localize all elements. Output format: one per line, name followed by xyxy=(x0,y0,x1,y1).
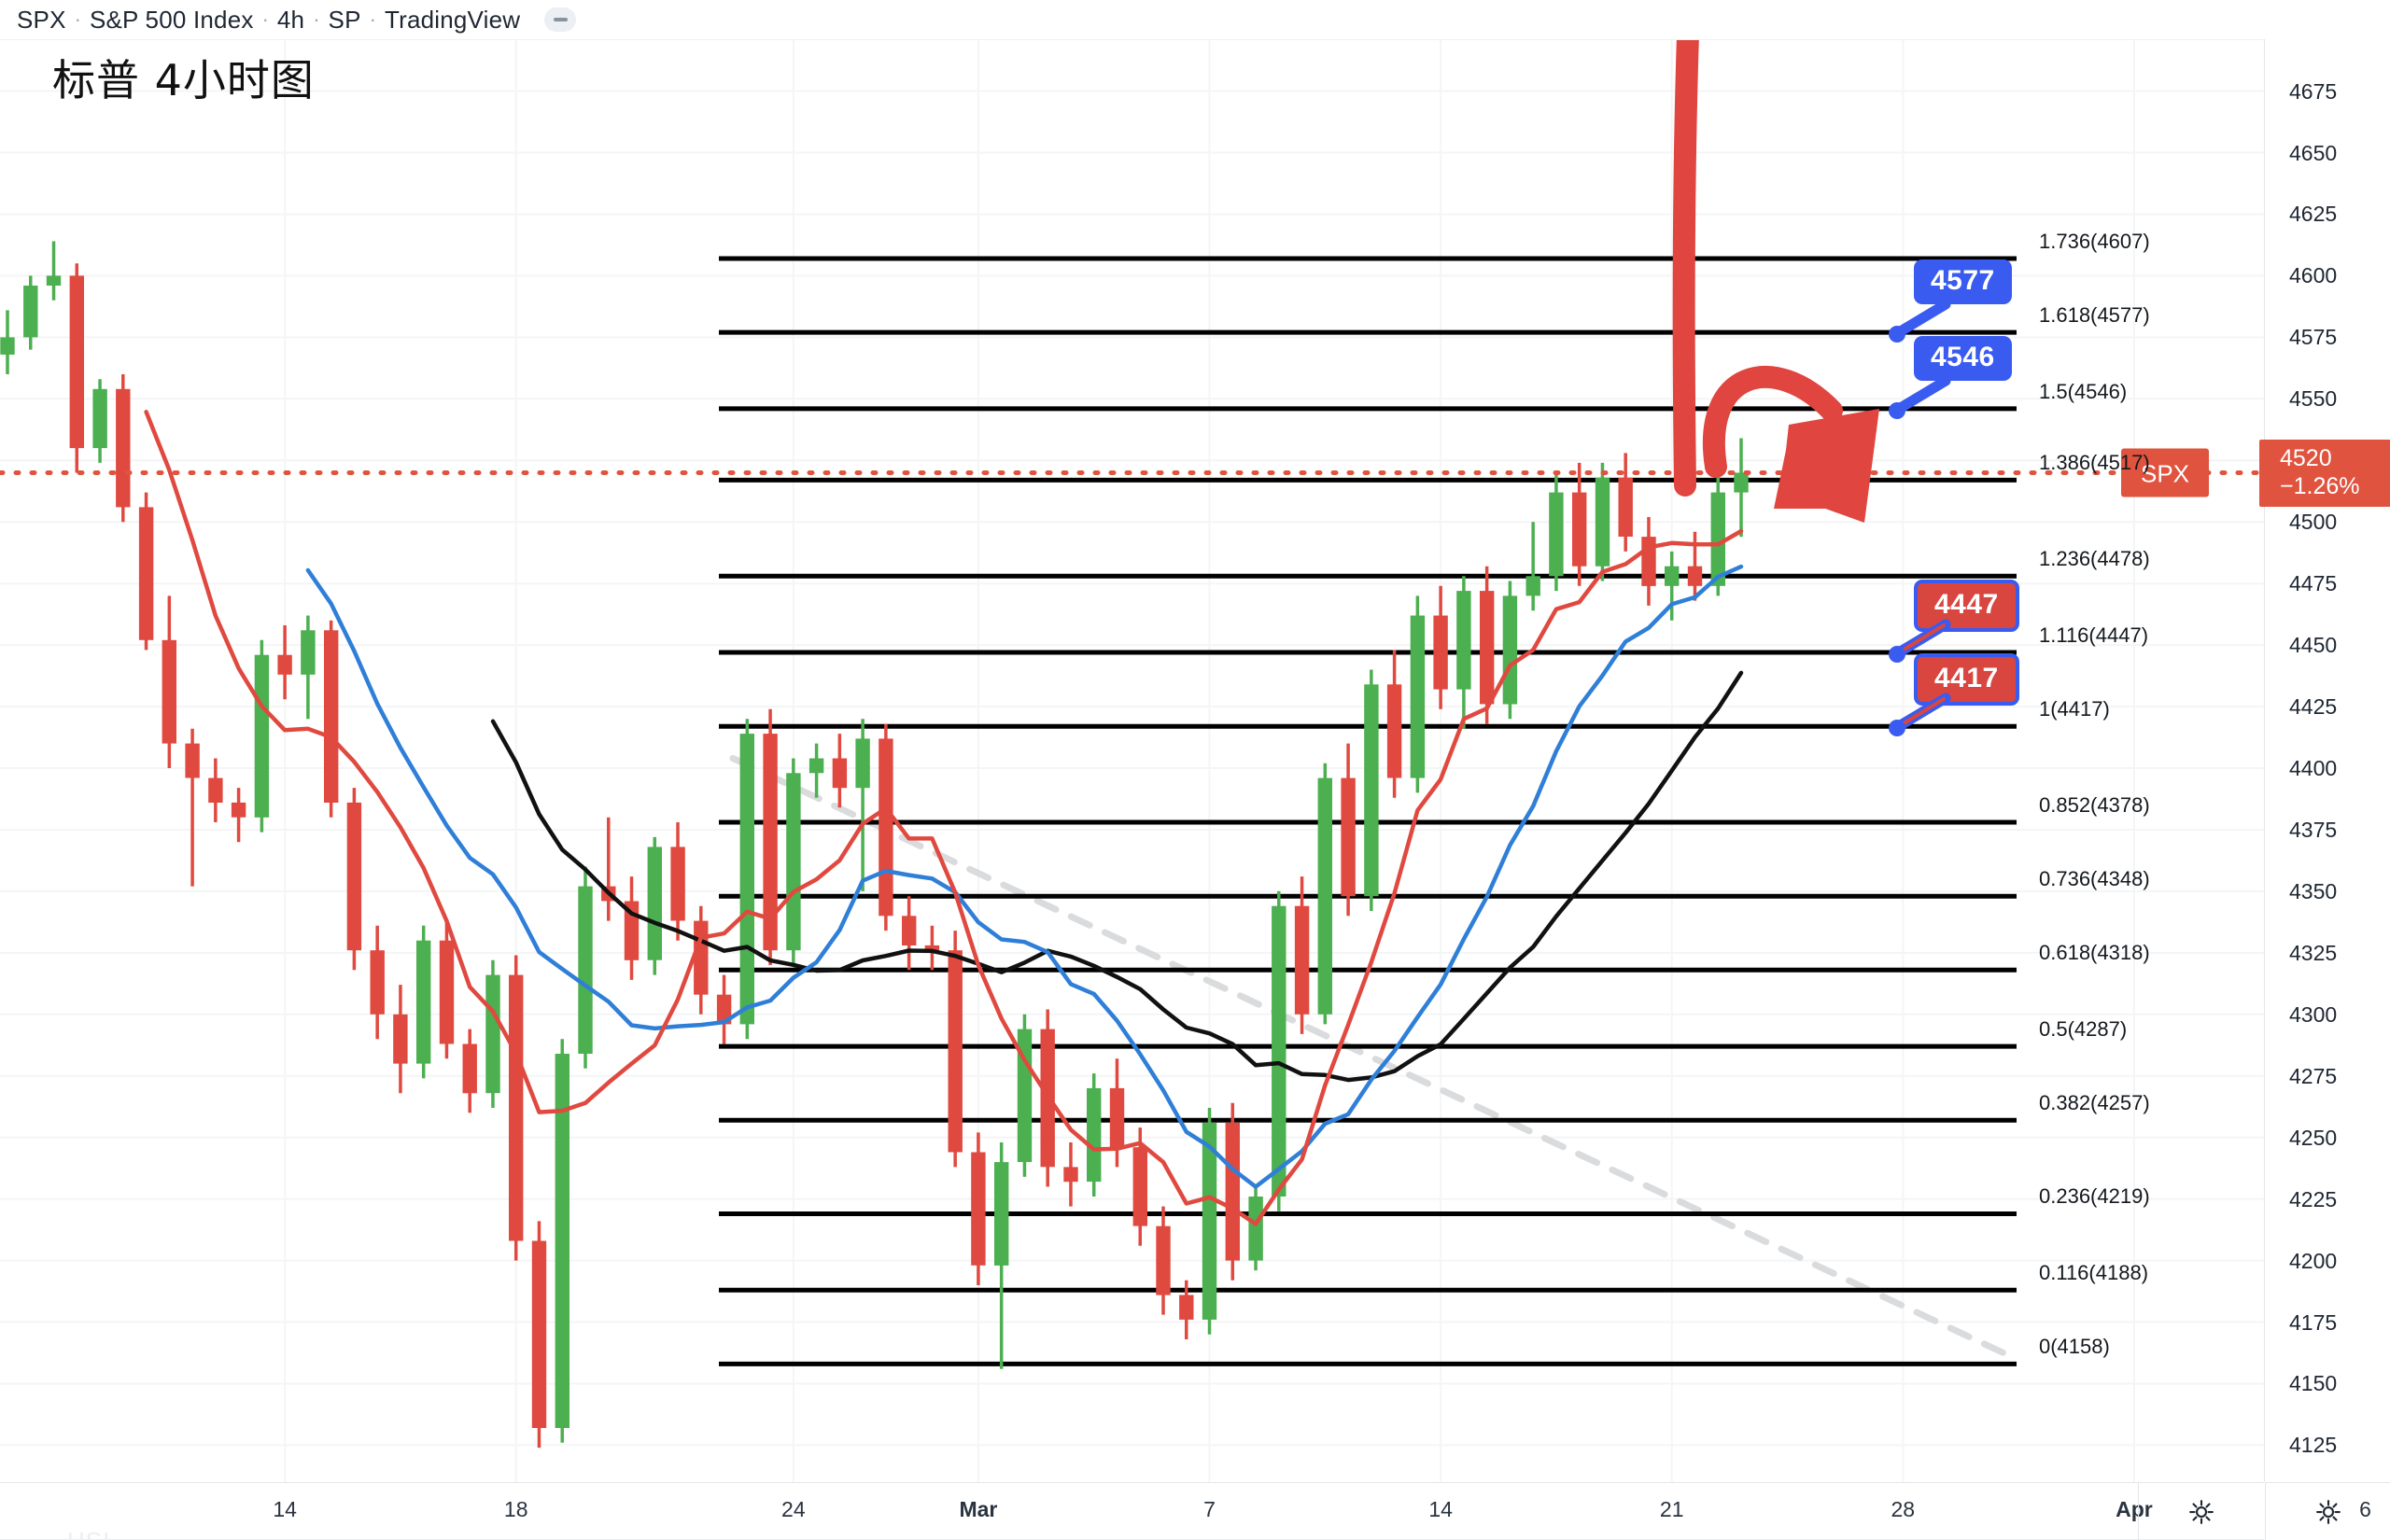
time-axis-tick: 6 xyxy=(2359,1497,2371,1521)
header-separator-3: · xyxy=(313,7,320,31)
time-axis-tick: 14 xyxy=(273,1497,297,1521)
header-description[interactable]: S&P 500 Index xyxy=(89,5,254,34)
price-axis-tick: 4250 xyxy=(2289,1125,2338,1150)
price-axis-tick: 4275 xyxy=(2289,1063,2338,1088)
price-axis-tick: 4450 xyxy=(2289,633,2338,658)
current-price-line: SPX xyxy=(0,448,2264,497)
trendline xyxy=(729,754,2020,1363)
fibonacci-level-label: 0.618(4318) xyxy=(2039,941,2150,965)
price-axis-tick: 4125 xyxy=(2289,1433,2338,1458)
price-line-symbol-pill: SPX xyxy=(2141,460,2189,488)
watermark-label: HSI xyxy=(67,1527,110,1540)
price-axis-tick: 4500 xyxy=(2289,510,2338,535)
fibonacci-level-label: 0(4158) xyxy=(2039,1335,2110,1359)
header-separator-2: · xyxy=(261,7,269,31)
price-axis-tick: 4200 xyxy=(2289,1248,2338,1273)
chart-canvas: SPX xyxy=(0,0,2264,1482)
time-axis-tick: 24 xyxy=(781,1497,806,1521)
price-axis-tick: 4675 xyxy=(2289,78,2338,104)
time-axis-tick: Apr xyxy=(2116,1497,2153,1521)
price-tag-change: −1.26% xyxy=(2280,473,2360,500)
minus-icon[interactable] xyxy=(544,7,577,32)
price-tag-value: 4520 xyxy=(2280,445,2332,472)
price-axis-tick: 4350 xyxy=(2289,878,2338,903)
fibonacci-level-label: 1.386(4517) xyxy=(2039,451,2150,475)
price-axis-tick: 4600 xyxy=(2289,263,2338,288)
price-axis-tick: 4425 xyxy=(2289,694,2338,720)
price-axis-tick: 4325 xyxy=(2289,940,2338,965)
callout-tail xyxy=(1889,693,1951,737)
moving-average-blue xyxy=(305,564,1744,1189)
callout-tail xyxy=(1889,375,1951,419)
time-axis-tick: 18 xyxy=(503,1497,528,1521)
time-axis-tick: 14 xyxy=(1428,1497,1453,1521)
header-exchange[interactable]: SP xyxy=(328,5,361,34)
header-source[interactable]: TradingView xyxy=(384,5,521,34)
price-axis[interactable]: 4700467546504625460045754550452545004475… xyxy=(2259,0,2390,1540)
fibonacci-level-label: 0.5(4287) xyxy=(2039,1017,2128,1042)
price-callout-label: 4447 xyxy=(1914,580,2019,633)
header-separator-1: · xyxy=(74,7,81,31)
price-axis-gear-icon[interactable] xyxy=(2265,1482,2390,1540)
fibonacci-level-label: 1.5(4546) xyxy=(2039,379,2128,403)
header-interval[interactable]: 4h xyxy=(276,5,305,34)
fibonacci-level-label: 1(4417) xyxy=(2039,697,2110,721)
price-callout[interactable]: 4577 xyxy=(1889,259,2012,343)
down-arrow-annotation xyxy=(1672,0,1879,523)
time-axis-tick: Mar xyxy=(959,1497,998,1521)
fibonacci-level-label: 0.116(4188) xyxy=(2039,1261,2149,1285)
time-axis-tick: 7 xyxy=(1203,1497,1216,1521)
price-axis-tick: 4375 xyxy=(2289,817,2338,842)
time-axis-tick: 21 xyxy=(1659,1497,1684,1521)
callout-tail xyxy=(1889,299,1951,343)
fibonacci-level-label: 1.116(4447) xyxy=(2039,623,2149,648)
price-axis-tick: 4625 xyxy=(2289,202,2338,227)
current-price-tag[interactable]: 4520 −1.26% xyxy=(2259,440,2390,508)
page-title: 标普 4小时图 xyxy=(52,55,315,105)
chart-plot-area[interactable]: SPX 1.736(4607) 1.618(4577) 1.5(4546) 1.386… xyxy=(0,0,2264,1482)
time-axis-tick: 28 xyxy=(1891,1497,1916,1521)
chart-header: SPX · S&P 500 Index · 4h · SP · TradingV… xyxy=(0,0,2390,39)
fibonacci-level-label: 1.618(4577) xyxy=(2039,303,2150,328)
fibonacci-level-label: 1.736(4607) xyxy=(2039,229,2150,253)
price-axis-tick: 4300 xyxy=(2289,1001,2338,1027)
price-axis-tick: 4550 xyxy=(2289,386,2338,412)
moving-average-red xyxy=(144,410,1744,1226)
header-divider xyxy=(0,39,2264,40)
price-axis-tick: 4575 xyxy=(2289,325,2338,350)
price-callout-label: 4577 xyxy=(1914,259,2012,305)
price-callout[interactable]: 4417 xyxy=(1889,653,2019,737)
price-axis-tick: 4150 xyxy=(2289,1371,2338,1396)
fibonacci-level-label: 0.852(4378) xyxy=(2039,793,2150,818)
candlestick-series xyxy=(0,241,1749,1449)
price-axis-tick: 4400 xyxy=(2289,756,2338,781)
price-callout[interactable]: 4546 xyxy=(1889,335,2012,419)
fibonacci-level-label: 0.236(4219) xyxy=(2039,1184,2150,1209)
fibonacci-level-label: 1.236(4478) xyxy=(2039,547,2150,571)
price-axis-tick: 4650 xyxy=(2289,140,2338,165)
price-callout-label: 4546 xyxy=(1914,335,2012,381)
fibonacci-level-label: 0.736(4348) xyxy=(2039,867,2150,891)
time-axis[interactable]: 141824Mar7142128Apr611 xyxy=(0,1482,2371,1540)
fibonacci-level-label: 0.382(4257) xyxy=(2039,1091,2150,1115)
header-separator-4: · xyxy=(369,7,376,31)
header-symbol[interactable]: SPX xyxy=(17,5,66,34)
time-axis-gear-icon[interactable] xyxy=(2138,1483,2264,1540)
price-axis-tick: 4175 xyxy=(2289,1309,2338,1335)
price-callout[interactable]: 4447 xyxy=(1889,580,2019,664)
callout-tail xyxy=(1889,619,1951,664)
price-axis-tick: 4475 xyxy=(2289,571,2338,596)
price-axis-tick: 4225 xyxy=(2289,1186,2338,1211)
price-callout-label: 4417 xyxy=(1914,653,2019,707)
